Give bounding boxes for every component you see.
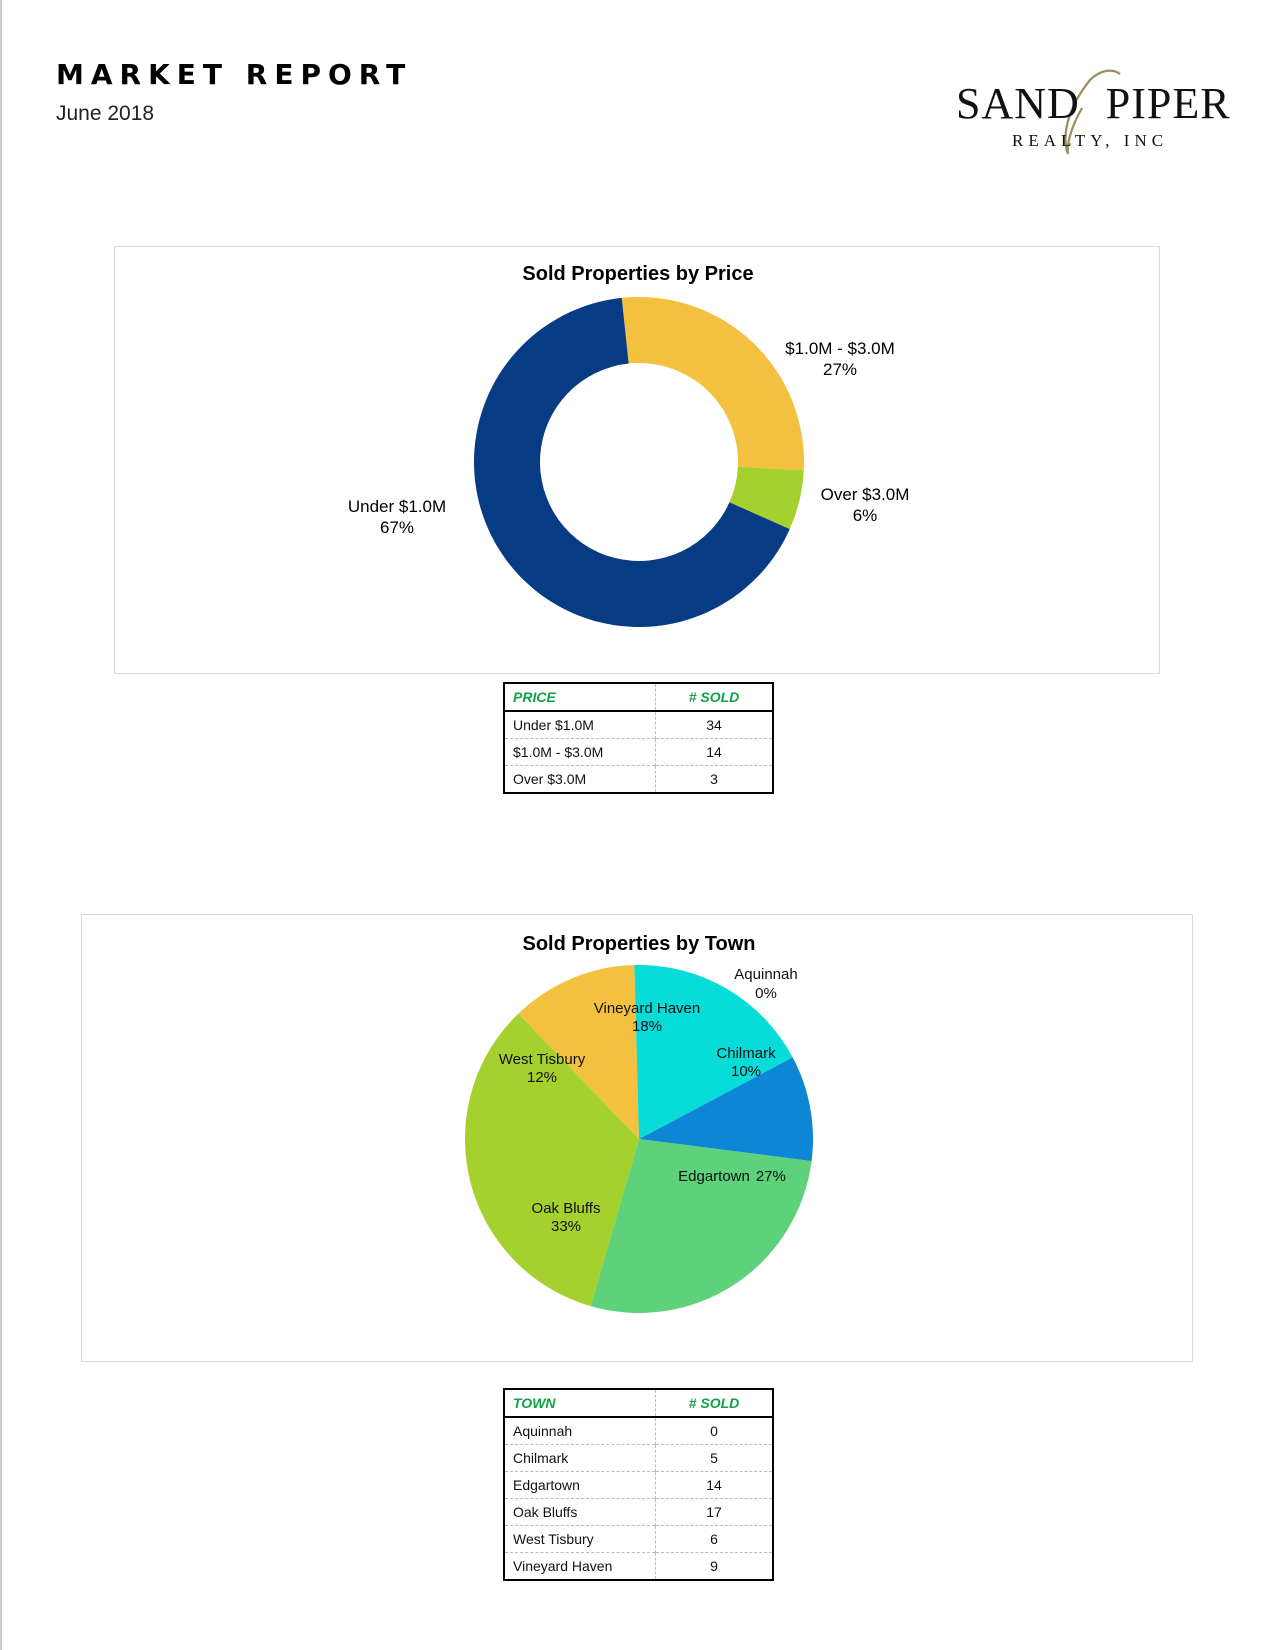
logo-word-right: PIPER [1106, 79, 1230, 128]
company-logo: SAND PIPER REALTY, INC [956, 69, 1230, 155]
table-row: Chilmark 5 [504, 1444, 773, 1472]
pie-slice-west-tisbury [518, 965, 639, 1139]
row-count: 3 [655, 765, 773, 793]
row-label: $1.0M - $3.0M [504, 738, 656, 766]
report-date: June 2018 [56, 102, 155, 125]
row-count: 14 [655, 1471, 773, 1499]
row-label: Edgartown [504, 1471, 656, 1499]
logo-word-left: SAND [956, 79, 1080, 128]
report-title: MARKET REPORT [56, 58, 413, 91]
price-sold-table: PRICE # SOLD Under $1.0M 34 $1.0M - $3.0M 14 O… [503, 682, 774, 794]
table-row: Oak Bluffs 17 [504, 1498, 773, 1526]
pie-slice-oak-bluffs [465, 1013, 639, 1307]
row-count: 0 [655, 1417, 773, 1445]
column-header: PRICE [504, 683, 656, 712]
slice-label-over-3-0m: Over $3.0M 6% [821, 485, 910, 525]
row-count: 17 [655, 1498, 773, 1526]
pie-slice-chilmark [639, 1057, 813, 1162]
slice-label-chilmark: Chilmark 10% [716, 1045, 776, 1080]
slice-label-aquinnah: Aquinnah 0% [734, 966, 797, 1002]
table-row: Over $3.0M 3 [504, 765, 773, 793]
price-chart-title: Sold Properties by Price [522, 263, 753, 285]
table-header-row: PRICE # SOLD [504, 683, 773, 712]
town-pie-chart: Sold Properties by Town Aquinnah 0% Chilma… [465, 933, 813, 1313]
table-row: Under $1.0M 34 [504, 711, 773, 739]
logo-subtitle: REALTY, INC [1012, 131, 1168, 150]
price-donut-chart: Sold Properties by Price $1.0M - $3.0M 27… [348, 263, 910, 627]
table-row: $1.0M - $3.0M 14 [504, 738, 773, 766]
table-row: West Tisbury 6 [504, 1525, 773, 1553]
page-left-border [0, 0, 2, 1650]
pie-slice-vineyard-haven [634, 965, 793, 1139]
logo-swash [1064, 69, 1121, 155]
slice-label-vineyard-haven: Vineyard Haven 18% [594, 1000, 700, 1035]
pie-slice-edgartown [590, 1139, 812, 1313]
column-header: # SOLD [655, 683, 773, 712]
row-label: Aquinnah [513, 1423, 573, 1439]
row-count: 9 [655, 1552, 773, 1580]
slice-label-under-1-0m: Under $1.0M 67% [348, 497, 446, 537]
town-chart-title: Sold Properties by Town [523, 933, 756, 955]
row-count: 6 [655, 1525, 773, 1553]
row-label: Over $3.0M [504, 765, 656, 793]
town-sold-table: TOWN # SOLD Aquinnah 0 Chilmark 5 Edgartown 14 O… [503, 1388, 774, 1581]
column-header: TOWN [504, 1389, 656, 1418]
slice-label-edgartown: Edgartown 27% [678, 1168, 786, 1185]
slice-label-oak-bluffs: Oak Bluffs 33% [532, 1200, 601, 1235]
row-label: Vineyard Haven [504, 1552, 656, 1580]
row-count: 5 [655, 1444, 773, 1472]
row-label: Oak Bluffs [504, 1498, 656, 1526]
table-row: Edgartown 14 [504, 1471, 773, 1499]
slice-label-west-tisbury: West Tisbury 12% [499, 1051, 586, 1086]
row-label: West Tisbury [504, 1525, 656, 1553]
price-chart-panel: Sold Properties by Price $1.0M - $3.0M 27… [114, 246, 1160, 674]
table-row: Vineyard Haven 9 [504, 1552, 773, 1580]
column-header: # SOLD [655, 1389, 773, 1418]
table-row: Aquinnah 0 [504, 1417, 773, 1445]
row-label: Under $1.0M [513, 717, 594, 733]
row-count: 34 [655, 711, 773, 739]
row-label: Chilmark [504, 1444, 656, 1472]
table-header-row: TOWN # SOLD [504, 1389, 773, 1418]
pie-slice-under-1-0m [473, 297, 790, 627]
pie-slice-over-3-0m [729, 466, 804, 530]
town-chart-panel: Sold Properties by Town Aquinnah 0% Chilma… [81, 914, 1193, 1362]
slice-label-1-0m-3-0m: $1.0M - $3.0M 27% [785, 339, 895, 379]
row-count: 14 [655, 738, 773, 766]
pie-slice-1-0m-3-0m [621, 297, 804, 471]
